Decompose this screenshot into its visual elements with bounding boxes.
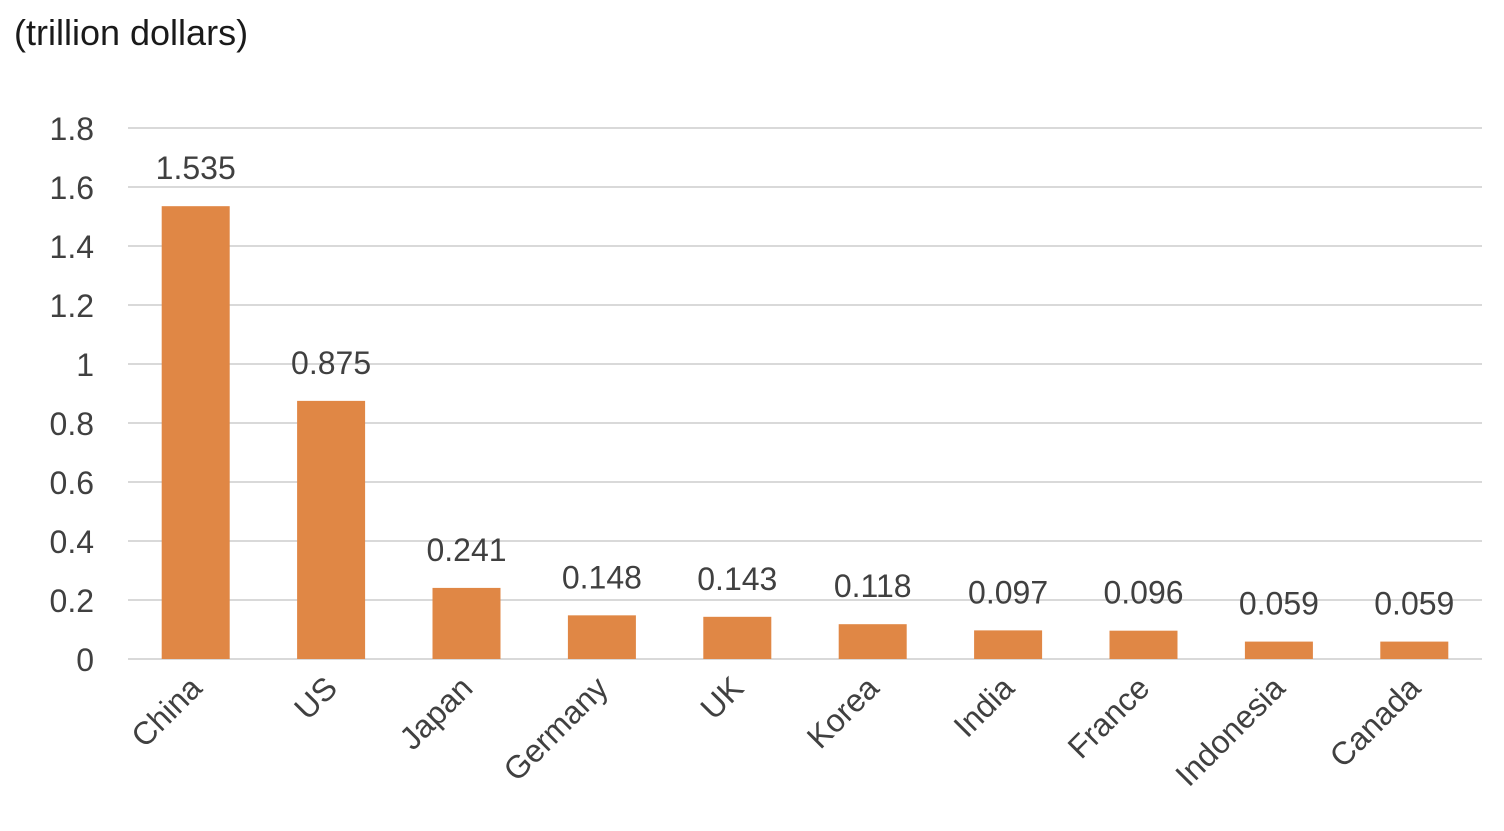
bar-china [161, 206, 230, 660]
data-label: 0.118 [834, 568, 912, 604]
y-tick-label: 1 [76, 347, 94, 383]
x-tick-label: Indonesia [1168, 669, 1292, 793]
x-tick-label: Korea [800, 669, 886, 755]
x-tick-label: China [124, 669, 209, 754]
bar-us [297, 400, 366, 659]
bar-indonesia [1244, 641, 1313, 659]
data-labels: 1.535 0.875 0.241 0.148 0.143 0.118 0.097 0.096… [156, 150, 1455, 621]
bar-india [974, 630, 1043, 659]
bar-canada [1380, 641, 1449, 659]
y-tick-label: 0.6 [50, 465, 94, 501]
bar-japan [432, 587, 501, 659]
x-tick-label: Canada [1323, 669, 1428, 774]
y-tick-label: 0.8 [50, 406, 94, 442]
x-tick-label: Germany [496, 669, 615, 788]
y-tick-label: 1.2 [50, 288, 94, 324]
y-tick-label: 1.8 [50, 111, 94, 147]
data-label: 0.096 [1103, 575, 1183, 611]
x-axis-tick-labels: China US Japan Germany UK Korea India France Ind… [124, 669, 1427, 793]
x-tick-label: Japan [392, 669, 479, 756]
x-tick-label: France [1061, 669, 1157, 765]
y-tick-label: 1.4 [50, 229, 94, 265]
y-tick-label: 1.6 [50, 170, 94, 206]
x-tick-label: US [287, 669, 344, 726]
bars [161, 206, 1449, 660]
data-label: 0.097 [968, 574, 1048, 610]
data-label: 0.241 [426, 532, 506, 568]
data-label: 1.535 [156, 150, 236, 186]
x-tick-label: India [947, 669, 1022, 744]
x-tick-label: UK [693, 669, 750, 726]
bar-germany [567, 615, 636, 659]
data-label: 0.059 [1374, 586, 1454, 622]
bar-korea [838, 624, 907, 659]
bar-france [1109, 630, 1178, 659]
data-label: 0.148 [562, 559, 642, 595]
bar-uk [703, 616, 772, 659]
y-tick-label: 0.4 [50, 524, 94, 560]
y-tick-label: 0.2 [50, 583, 94, 619]
y-axis-unit-label: (trillion dollars) [14, 12, 249, 53]
data-label: 0.059 [1239, 586, 1319, 622]
data-label: 0.875 [291, 345, 371, 381]
y-axis-tick-labels: 0 0.2 0.4 0.6 0.8 1 1.2 1.4 1.6 1.8 [50, 111, 94, 678]
data-label: 0.143 [697, 561, 777, 597]
y-tick-label: 0 [76, 642, 94, 678]
